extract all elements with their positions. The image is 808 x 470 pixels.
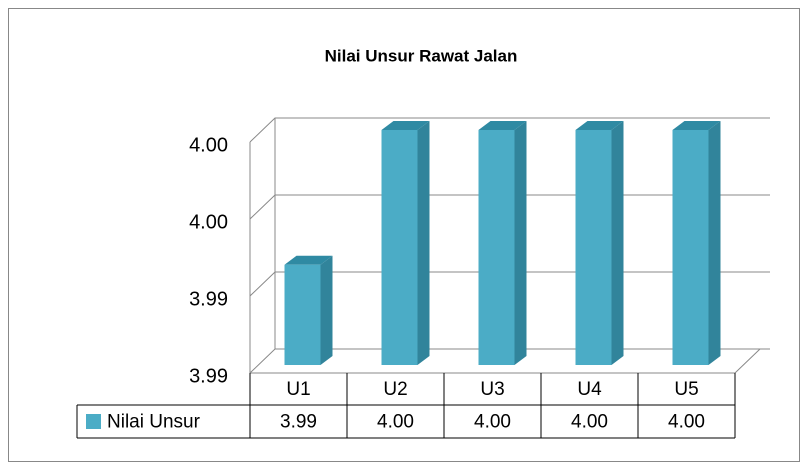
x-tick-label: U2 (383, 379, 407, 400)
data-label: 3.99 (280, 412, 317, 433)
data-label: 4.00 (668, 412, 705, 433)
y-tick-label: 3.99 (189, 365, 228, 387)
bar-side (611, 121, 624, 365)
x-tick-label: U3 (480, 379, 504, 400)
bar-side (708, 121, 721, 365)
bar (478, 130, 515, 365)
bar-side (514, 121, 527, 365)
x-tick-label: U1 (286, 379, 310, 400)
bar-top (575, 121, 624, 130)
bar (284, 264, 321, 365)
data-label: 4.00 (571, 412, 608, 433)
data-label: 4.00 (474, 412, 511, 433)
x-tick-label: U4 (577, 379, 602, 400)
bar (575, 130, 612, 365)
y-tick-label: 3.99 (189, 288, 228, 310)
bar-top (672, 121, 721, 130)
data-label: 4.00 (377, 412, 414, 433)
legend-label: Nilai Unsur (107, 412, 201, 433)
y-tick-label: 4.00 (189, 134, 228, 156)
bar-top (284, 255, 333, 265)
bar-top (478, 121, 527, 130)
bar (672, 130, 709, 365)
bar (381, 130, 418, 365)
bar-top (381, 121, 430, 130)
grid-line (249, 117, 770, 143)
bar-side (417, 121, 430, 365)
bar-side (320, 255, 333, 365)
y-tick-label: 4.00 (189, 211, 228, 233)
chart-title: Nilai Unsur Rawat Jalan (325, 46, 518, 65)
x-tick-label: U5 (674, 379, 698, 400)
axis-wall (249, 142, 761, 374)
legend-swatch (86, 414, 101, 429)
